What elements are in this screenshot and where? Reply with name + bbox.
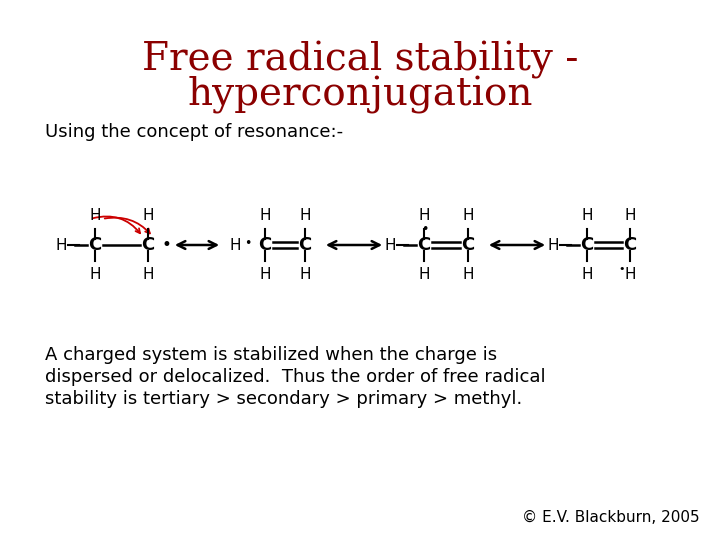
Text: H: H [259, 267, 271, 282]
FancyArrowPatch shape [104, 218, 150, 233]
Text: C: C [89, 236, 102, 254]
Text: H: H [547, 238, 559, 253]
Text: H: H [581, 267, 593, 282]
Text: •: • [421, 224, 428, 237]
Text: C: C [298, 236, 312, 254]
Text: H: H [462, 267, 474, 282]
Text: C: C [624, 236, 636, 254]
Text: Free radical stability -: Free radical stability - [142, 41, 578, 79]
Text: H: H [55, 238, 67, 253]
Text: H: H [624, 267, 636, 282]
Text: C: C [141, 236, 155, 254]
Text: H: H [143, 267, 154, 282]
Text: H: H [300, 267, 311, 282]
Text: H: H [624, 208, 636, 223]
Text: hyperconjugation: hyperconjugation [187, 76, 533, 114]
Text: C: C [418, 236, 431, 254]
Text: Using the concept of resonance:-: Using the concept of resonance:- [45, 123, 343, 141]
Text: H: H [300, 208, 311, 223]
Text: H: H [462, 208, 474, 223]
Text: stability is tertiary > secondary > primary > methyl.: stability is tertiary > secondary > prim… [45, 390, 522, 408]
Text: •: • [618, 264, 625, 274]
Text: H: H [581, 208, 593, 223]
Text: •: • [162, 236, 172, 254]
Text: •: • [244, 238, 251, 251]
Text: dispersed or delocalized.  Thus the order of free radical: dispersed or delocalized. Thus the order… [45, 368, 546, 386]
Text: H: H [89, 208, 101, 223]
FancyArrowPatch shape [93, 217, 140, 233]
Text: C: C [462, 236, 474, 254]
Text: C: C [258, 236, 271, 254]
Text: H: H [384, 238, 396, 253]
Text: H: H [418, 267, 430, 282]
Text: H: H [259, 208, 271, 223]
Text: H: H [143, 208, 154, 223]
Text: H: H [89, 267, 101, 282]
Text: © E.V. Blackburn, 2005: © E.V. Blackburn, 2005 [523, 510, 700, 525]
Text: A charged system is stabilized when the charge is: A charged system is stabilized when the … [45, 346, 497, 364]
Text: H: H [229, 238, 240, 253]
Text: C: C [580, 236, 593, 254]
Text: H: H [418, 208, 430, 223]
